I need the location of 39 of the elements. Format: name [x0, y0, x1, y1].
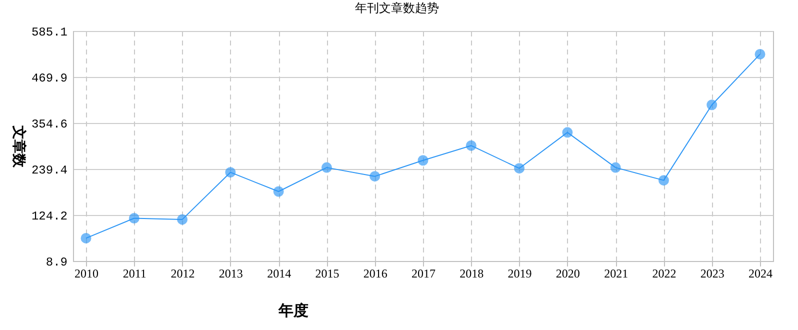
point	[128, 213, 140, 224]
x-tick-label: 2012	[170, 266, 195, 280]
point	[706, 100, 718, 110]
point	[562, 127, 573, 138]
x-tick-label: 2023	[700, 266, 724, 280]
x-tick-label: 2020	[556, 266, 580, 280]
y-tick-label: 124.2	[31, 209, 68, 224]
y-tick-label: 585.1	[31, 26, 68, 40]
y-tick-label: 8.9	[46, 256, 68, 270]
point	[177, 214, 188, 225]
x-tick-label: 2022	[652, 266, 676, 280]
x-tick-label: 2014	[267, 266, 292, 280]
point	[658, 175, 669, 186]
point	[514, 163, 525, 174]
x-tick-label: 2011	[122, 266, 146, 280]
point	[754, 48, 766, 60]
point	[418, 155, 428, 166]
point	[610, 162, 621, 173]
x-tick-label: 2019	[508, 266, 532, 280]
chart-title: 年刊文章数趋势	[355, 1, 439, 15]
x-tick-label: 2016	[363, 266, 388, 280]
y-tick-label: 469.9	[31, 71, 68, 86]
point	[225, 167, 236, 178]
x-tick-label: 2013	[218, 266, 243, 280]
x-tick-label: 2021	[604, 266, 628, 280]
point	[80, 232, 92, 244]
point	[466, 140, 476, 151]
y-tick-label: 239.4	[31, 163, 68, 178]
x-tick-label: 2017	[412, 266, 436, 280]
point	[321, 162, 332, 173]
point	[370, 171, 380, 182]
x-tick-label: 2015	[315, 266, 340, 280]
x-axis-title: 年度	[278, 302, 308, 320]
x-tick-label: 2010	[74, 266, 98, 280]
y-axis-title: 文章数	[10, 124, 28, 168]
x-tick-label: 2024	[748, 266, 772, 280]
y-tick-label: 354.6	[31, 118, 68, 132]
point	[273, 186, 284, 197]
x-tick-label: 2018	[460, 266, 484, 280]
